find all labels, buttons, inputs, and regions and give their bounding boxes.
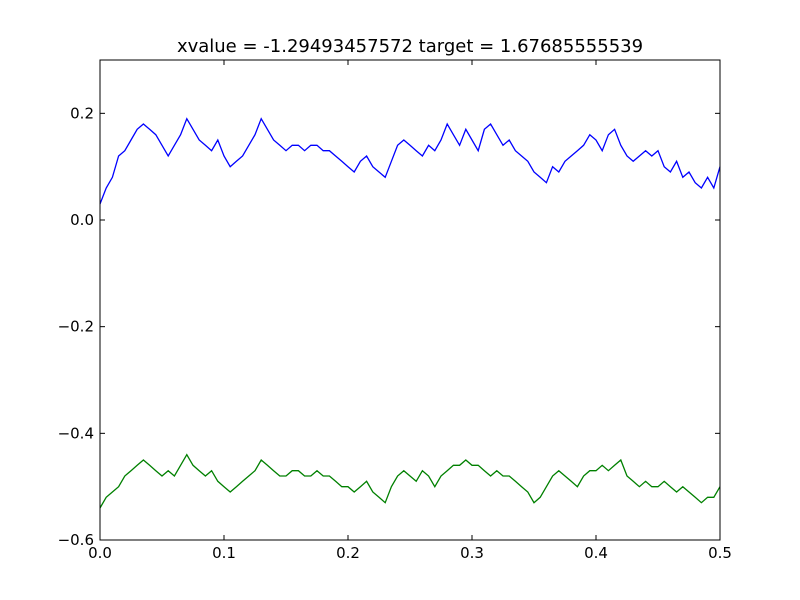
y-tick-label: −0.2 <box>58 318 94 336</box>
plot-frame <box>99 59 721 541</box>
series-line-2 <box>99 453 721 509</box>
x-tick-label: 0.2 <box>336 544 360 562</box>
series-line-1 <box>99 117 721 205</box>
x-tick-label: 0.5 <box>708 544 732 562</box>
x-tick-label: 0.3 <box>460 544 484 562</box>
x-tick-label: 0.1 <box>212 544 236 562</box>
x-tick-label: 0.0 <box>88 544 112 562</box>
ticks-layer: 0.0 0.1 0.2 0.3 0.4 0.5 −0.6 −0.4 −0.2 0.0 0.2 <box>58 60 732 562</box>
x-tick-label: 0.4 <box>584 544 608 562</box>
y-tick-label: −0.6 <box>58 531 94 549</box>
y-tick-label: 0.0 <box>70 211 94 229</box>
y-tick-label: −0.4 <box>58 424 94 442</box>
y-tick-label: 0.2 <box>70 104 94 122</box>
series-layer <box>99 117 721 509</box>
chart-title: xvalue = -1.29493457572 target = 1.67685… <box>177 36 643 57</box>
